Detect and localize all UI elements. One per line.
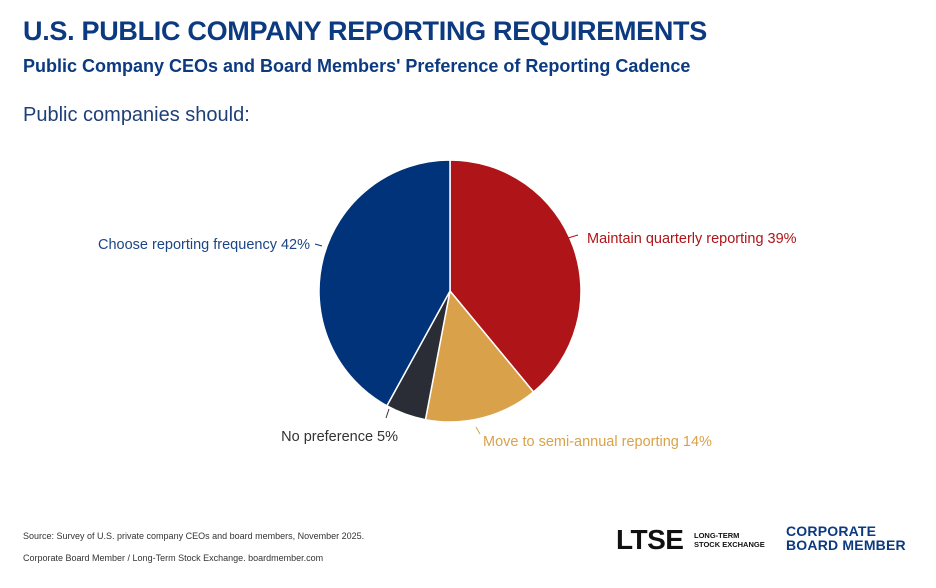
footer-source: Source: Survey of U.S. private company C…: [23, 531, 365, 541]
chart-question: Public companies should:: [23, 104, 250, 126]
slice-label-no-preference: No preference 5%: [281, 429, 398, 445]
pie-slice-quarterly: [449, 159, 582, 393]
leader-line: [314, 243, 323, 247]
pie-slice-choose: [318, 159, 451, 407]
cbm-logo-line1: CORPORATE: [786, 523, 877, 539]
chart-title: U.S. PUBLIC COMPANY REPORTING REQUIREMEN…: [23, 16, 707, 46]
slice-label-semiannual: Move to semi-annual reporting 14%: [483, 434, 712, 450]
leader-line: [385, 408, 390, 419]
footer-credit: Corporate Board Member / Long-Term Stock…: [23, 553, 324, 563]
leader-line: [567, 234, 579, 239]
chart-subtitle: Public Company CEOs and Board Members' P…: [23, 56, 691, 76]
slice-label-quarterly: Maintain quarterly reporting 39%: [587, 231, 797, 247]
cbm-logo: CORPORATE BOARD MEMBER: [786, 524, 906, 552]
slice-label-choose: Choose reporting frequency 42%: [98, 237, 310, 253]
leader-line: [475, 426, 481, 435]
ltse-logo-line2: STOCK EXCHANGE: [694, 540, 765, 549]
pie-slice-semiannual: [424, 289, 535, 423]
ltse-logo: LTSE: [616, 524, 684, 555]
ltse-logo-line1: LONG-TERM: [694, 531, 740, 540]
ltse-logo-subtext: LONG-TERM STOCK EXCHANGE: [694, 531, 765, 549]
cbm-logo-line2: BOARD MEMBER: [786, 537, 906, 553]
